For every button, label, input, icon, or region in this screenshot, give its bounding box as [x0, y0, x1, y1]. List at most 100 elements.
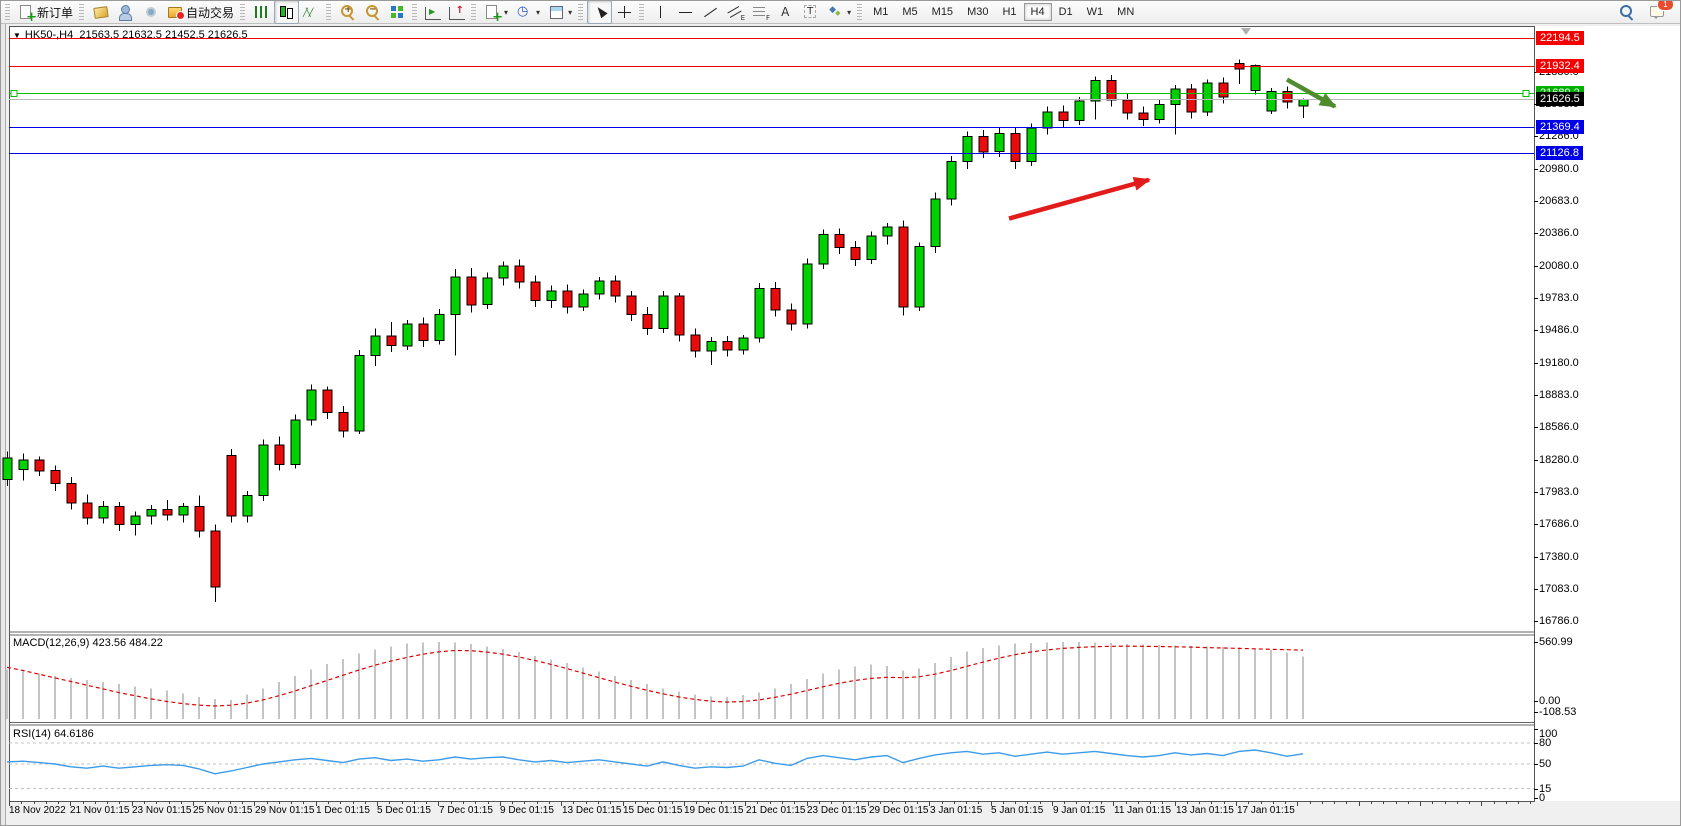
macd-axis-label: 560.99	[1539, 636, 1573, 648]
crosshair-button[interactable]	[612, 1, 637, 24]
tile-windows-button[interactable]	[385, 1, 410, 24]
search-button[interactable]	[1614, 1, 1639, 24]
chevron-down-icon[interactable]: ▾	[568, 7, 573, 17]
line-handle[interactable]	[1522, 90, 1530, 97]
notification-badge: 1	[1657, 1, 1674, 11]
chart-title[interactable]: ▼ HK50-,H4 21563.5 21632.5 21452.5 21626.…	[13, 29, 248, 41]
date-axis-label: 21 Dec 01:15	[746, 805, 806, 816]
price-axis-label: 17380.0	[1539, 551, 1579, 563]
signals-button[interactable]	[138, 1, 163, 24]
tile-windows-icon	[389, 4, 406, 20]
label-icon	[802, 4, 819, 20]
indicators-button[interactable]: ▾	[480, 1, 512, 24]
price-axis-label: 18280.0	[1539, 454, 1579, 466]
notifications-button[interactable]: 1	[1645, 1, 1674, 24]
toolbar-grip[interactable]	[857, 3, 863, 21]
price-axis-label: 20080.0	[1539, 260, 1579, 272]
text-label-button[interactable]	[798, 1, 823, 24]
date-axis-label: 23 Dec 01:15	[807, 805, 867, 816]
auto-scroll-button[interactable]	[421, 1, 445, 24]
toolbar-right: 1	[1614, 1, 1680, 24]
date-axis-label: 13 Jan 01:15	[1176, 805, 1234, 816]
text-icon	[777, 4, 794, 20]
fibonacci-button[interactable]	[748, 1, 773, 24]
toolbar-grip[interactable]	[578, 3, 584, 21]
chart-shift-icon	[449, 5, 466, 20]
price-axis-label: 17686.0	[1539, 518, 1579, 530]
price-axis-label: 20683.0	[1539, 195, 1579, 207]
zoom-out-button[interactable]: −	[360, 1, 385, 24]
bars-icon	[253, 4, 270, 20]
date-axis-label: 29 Nov 01:15	[255, 805, 315, 816]
chevron-down-icon[interactable]: ▾	[536, 7, 541, 17]
chevron-down-icon[interactable]: ▾	[847, 7, 852, 17]
zoom-in-button[interactable]: +	[335, 1, 360, 24]
text-button[interactable]	[773, 1, 798, 24]
timeframe-m1[interactable]: M1	[873, 6, 889, 18]
bar-chart-button[interactable]	[249, 1, 274, 24]
price-axis-label: 18586.0	[1539, 421, 1579, 433]
price-level-badge: 21932.4	[1536, 59, 1584, 73]
channel-icon	[727, 4, 745, 22]
autotrade-folder-icon	[167, 4, 186, 20]
equidistant-channel-button[interactable]	[723, 1, 748, 24]
profiles-button[interactable]	[113, 1, 138, 24]
toolbar-grip[interactable]	[5, 3, 10, 21]
price-axis-label: 16786.0	[1539, 615, 1579, 627]
autotrade-button[interactable]: 自动交易	[163, 1, 238, 24]
timeframe-d1[interactable]: D1	[1058, 6, 1073, 18]
toolbar-grip[interactable]	[79, 3, 85, 21]
timeframe-m30[interactable]: M30	[967, 6, 989, 18]
chart-plot-area[interactable]	[9, 26, 1534, 801]
shapes-button[interactable]: ▾	[823, 1, 855, 24]
timeframe-w1[interactable]: W1	[1086, 6, 1104, 18]
candles	[2, 59, 1309, 603]
rsi-axis-label: 15	[1539, 783, 1552, 795]
toolbar-grip[interactable]	[412, 3, 418, 21]
price-axis-label: 19783.0	[1539, 292, 1579, 304]
price-level-badge: 21626.5	[1536, 92, 1584, 106]
toolbar-grip[interactable]	[639, 3, 645, 21]
timeframe-m15[interactable]: M15	[931, 6, 954, 18]
search-icon	[1618, 4, 1635, 20]
price-level-badge: 21369.4	[1536, 120, 1584, 134]
candlestick-chart-button[interactable]	[274, 1, 300, 24]
date-axis-label: 1 Dec 01:15	[316, 805, 370, 816]
cursor-button[interactable]	[587, 1, 613, 24]
vertical-line-button[interactable]	[648, 1, 673, 24]
date-axis-label: 17 Jan 01:15	[1237, 805, 1295, 816]
chart-dropdown-icon[interactable]: ▼	[13, 31, 21, 40]
horizontal-line-button[interactable]	[673, 1, 698, 24]
line-handle[interactable]	[10, 90, 18, 97]
date-axis-label: 5 Jan 01:15	[991, 805, 1044, 816]
zoom-in-icon: +	[339, 4, 356, 20]
timeframe-mn[interactable]: MN	[1117, 6, 1135, 18]
new-order-button[interactable]: 新订单	[14, 1, 77, 24]
date-axis-label: 3 Jan 01:15	[930, 805, 983, 816]
timeframe-h1[interactable]: H1	[1002, 6, 1017, 18]
price-level-badge: 22194.5	[1536, 31, 1584, 45]
toolbar-grip[interactable]	[471, 3, 477, 21]
line-chart-button[interactable]	[299, 1, 324, 24]
chevron-down-icon[interactable]: ▾	[504, 7, 509, 17]
date-axis-label: 15 Dec 01:15	[623, 805, 683, 816]
timeframe-h4[interactable]: H4	[1023, 3, 1052, 21]
toolbar-grip[interactable]	[326, 3, 332, 21]
shapes-icon	[827, 4, 844, 20]
price-axis-label: 18883.0	[1539, 389, 1579, 401]
templates-button[interactable]: ▾	[544, 1, 576, 24]
date-axis-label: 23 Nov 01:15	[132, 805, 192, 816]
date-axis-label: 5 Dec 01:15	[377, 805, 431, 816]
doc-plus-icon	[18, 4, 37, 24]
periods-button[interactable]: ▾	[512, 1, 544, 24]
date-axis-label: 9 Dec 01:15	[500, 805, 554, 816]
timeframe-m5[interactable]: M5	[902, 6, 918, 18]
red-arrow-annotation[interactable]	[1008, 177, 1150, 221]
date-axis-label: 21 Nov 01:15	[70, 805, 130, 816]
clock-icon	[516, 4, 533, 20]
toolbar-grip[interactable]	[240, 3, 246, 21]
fibonacci-icon	[752, 4, 770, 22]
chart-shift-button[interactable]	[445, 1, 469, 24]
new-order-button-label: 新订单	[37, 5, 74, 20]
